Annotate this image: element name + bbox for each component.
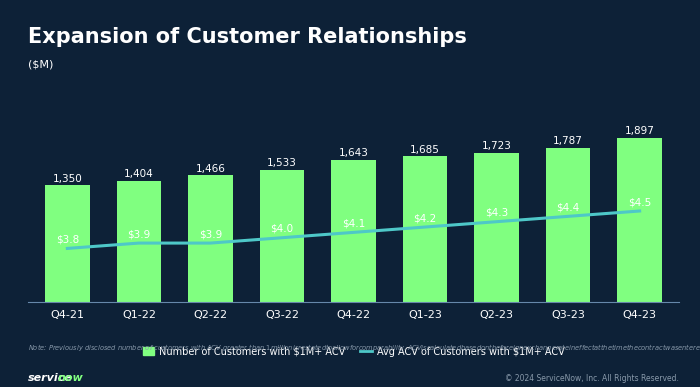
- Text: 1,787: 1,787: [553, 136, 583, 146]
- Bar: [260, 170, 304, 302]
- Legend: Number of Customers with $1M+ ACV, Avg ACV of Customers with $1M+ ACV: Number of Customers with $1M+ ACV, Avg A…: [139, 342, 568, 360]
- Text: $4.2: $4.2: [414, 213, 437, 223]
- Bar: [475, 153, 519, 302]
- Text: $4.4: $4.4: [556, 203, 580, 212]
- Text: 1,897: 1,897: [624, 127, 654, 136]
- Bar: [546, 147, 590, 302]
- Text: Expansion of Customer Relationships: Expansion of Customer Relationships: [28, 27, 467, 47]
- Text: Note: Previously disclosed number of customers with ACV greater than $1 million : Note: Previously disclosed number of cus…: [28, 342, 700, 353]
- Text: $3.8: $3.8: [56, 235, 79, 245]
- Text: $4.1: $4.1: [342, 219, 365, 229]
- Bar: [403, 156, 447, 302]
- Bar: [46, 185, 90, 302]
- Text: 1,466: 1,466: [195, 164, 225, 174]
- Text: © 2024 ServiceNow, Inc. All Rights Reserved.: © 2024 ServiceNow, Inc. All Rights Reser…: [505, 374, 679, 383]
- Text: $4.0: $4.0: [270, 224, 293, 234]
- Text: ($M): ($M): [28, 60, 53, 70]
- Text: $3.9: $3.9: [199, 229, 222, 239]
- Text: now: now: [57, 373, 83, 383]
- Text: 1,350: 1,350: [52, 174, 82, 183]
- Text: 1,723: 1,723: [482, 141, 512, 151]
- Bar: [331, 160, 376, 302]
- Text: service: service: [28, 373, 73, 383]
- Text: $4.3: $4.3: [485, 208, 508, 218]
- Text: 1,643: 1,643: [339, 148, 368, 158]
- Text: 1,533: 1,533: [267, 158, 297, 168]
- Text: $4.5: $4.5: [628, 197, 651, 207]
- Bar: [617, 138, 661, 302]
- Bar: [188, 175, 232, 302]
- Text: 1,685: 1,685: [410, 145, 440, 155]
- Text: 1,404: 1,404: [124, 169, 154, 179]
- Text: $3.9: $3.9: [127, 229, 150, 239]
- Bar: [117, 181, 161, 302]
